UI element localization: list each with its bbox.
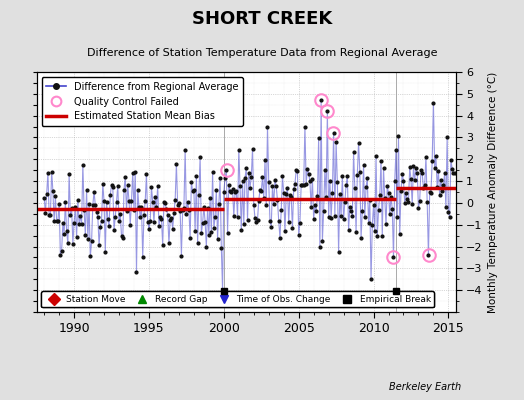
Text: Difference of Station Temperature Data from Regional Average: Difference of Station Temperature Data f… [87, 48, 437, 58]
Text: Berkeley Earth: Berkeley Earth [389, 382, 461, 392]
Legend: Station Move, Record Gap, Time of Obs. Change, Empirical Break: Station Move, Record Gap, Time of Obs. C… [41, 291, 434, 308]
Text: SHORT CREEK: SHORT CREEK [192, 10, 332, 28]
Y-axis label: Monthly Temperature Anomaly Difference (°C): Monthly Temperature Anomaly Difference (… [488, 71, 498, 313]
